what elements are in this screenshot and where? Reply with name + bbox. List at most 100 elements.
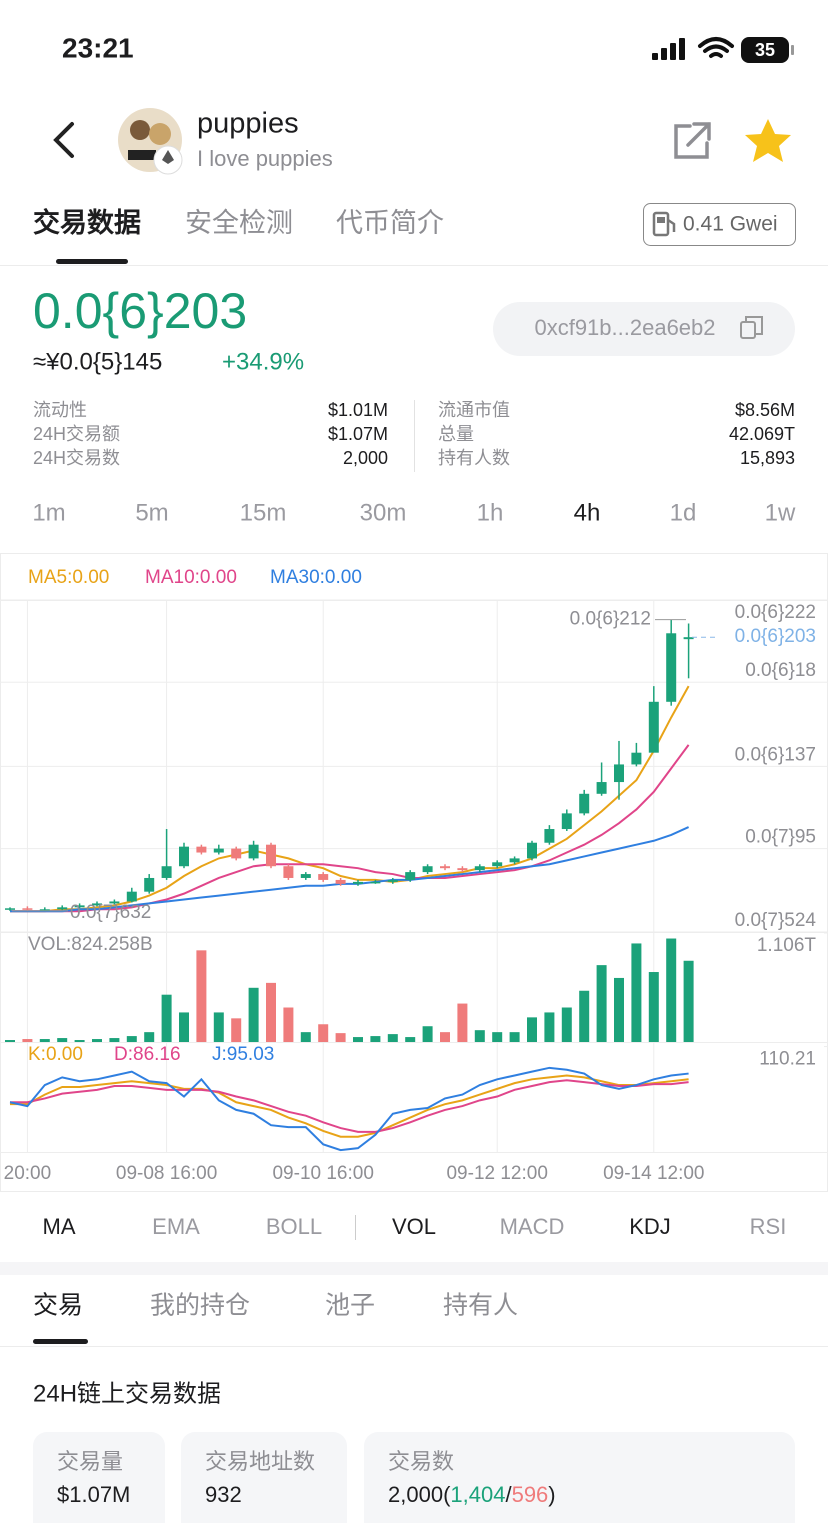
y-tick-label: 0.0{6}18 xyxy=(745,660,816,681)
interval-tab[interactable]: 4h xyxy=(574,499,601,526)
battery-level: 35 xyxy=(755,40,775,60)
candle-body xyxy=(213,848,224,853)
interval-tab[interactable]: 1w xyxy=(765,499,796,526)
stat-value: 2,000 xyxy=(343,448,388,468)
volume-bar xyxy=(161,994,172,1042)
volume-bar xyxy=(231,1018,242,1042)
candle-body xyxy=(5,908,15,910)
volume-bar xyxy=(179,1012,189,1042)
bottom-tab[interactable]: 交易 xyxy=(33,1292,83,1320)
volume-bar xyxy=(300,1032,311,1042)
indicator-tab[interactable]: KDJ xyxy=(629,1214,671,1239)
legend-entry: D:86.16 xyxy=(114,1044,181,1065)
card-value-part: 596 xyxy=(512,1482,549,1507)
interval-tab[interactable]: 1d xyxy=(670,499,697,526)
volume-bar xyxy=(318,1024,329,1042)
legend-entry: MA10:0.00 xyxy=(145,567,237,588)
favorite-star[interactable] xyxy=(745,119,791,162)
candle-body xyxy=(614,764,624,783)
volume-bar xyxy=(387,1034,398,1042)
candle-body xyxy=(231,848,242,859)
legend-entry: K:0.00 xyxy=(28,1044,83,1065)
status-icons xyxy=(652,37,794,63)
max-label: 0.0{6}212 xyxy=(570,609,651,630)
address-pill[interactable] xyxy=(493,302,795,356)
stat-label: 持有人数 xyxy=(438,448,510,468)
candle-body xyxy=(387,879,398,882)
top-tab[interactable]: 代币简介 xyxy=(336,208,444,238)
candle-body xyxy=(509,858,520,863)
indicator-tab[interactable]: MACD xyxy=(500,1214,565,1239)
card-value-part: 932 xyxy=(205,1482,242,1507)
x-tick-label: 09-14 12:00 xyxy=(603,1163,704,1184)
volume-bar xyxy=(422,1026,433,1042)
legend-entry: MA5:0.00 xyxy=(28,567,109,588)
candle-body xyxy=(579,793,590,814)
x-tick-label: 09-08 16:00 xyxy=(116,1163,217,1184)
volume-bar xyxy=(213,1012,224,1042)
candle-body xyxy=(92,903,102,906)
top-tab[interactable]: 交易数据 xyxy=(33,207,141,238)
gas-box[interactable] xyxy=(643,203,796,246)
x-tick-label: 09-12 12:00 xyxy=(446,1163,547,1184)
bottom-tab[interactable]: 池子 xyxy=(325,1292,375,1320)
candle-body xyxy=(648,701,659,753)
volume-bar xyxy=(335,1033,346,1042)
candle-body xyxy=(370,881,381,884)
volume-bar xyxy=(283,1007,294,1042)
stat-value: 42.069T xyxy=(729,424,795,444)
volume-bar xyxy=(579,990,590,1042)
candle-body xyxy=(144,877,155,892)
section-gap xyxy=(0,1262,828,1275)
interval-tab[interactable]: 1m xyxy=(32,499,65,526)
back-button[interactable] xyxy=(53,122,74,158)
bottom-tab[interactable]: 持有人 xyxy=(443,1292,518,1320)
stat-label: 24H交易额 xyxy=(33,424,120,444)
volume-bar xyxy=(126,1036,137,1042)
bottom-tab[interactable]: 我的持仓 xyxy=(150,1292,250,1320)
indicator-tab[interactable]: BOLL xyxy=(266,1214,322,1239)
status-time: 23:21 xyxy=(62,32,134,63)
y-tick-label: 0.0{6}222 xyxy=(735,602,816,623)
candle-body xyxy=(596,782,607,794)
indicator-tab[interactable]: VOL xyxy=(392,1214,436,1239)
legend-entry: MA30:0.00 xyxy=(270,567,362,588)
volume-bar xyxy=(509,1032,520,1042)
token-name: puppies xyxy=(197,108,299,140)
candle-body xyxy=(422,866,433,873)
interval-tab[interactable]: 5m xyxy=(135,499,168,526)
tab-indicator xyxy=(56,259,128,264)
indicator-tab[interactable]: RSI xyxy=(750,1214,787,1239)
volume-bar xyxy=(5,1040,15,1042)
candle-body xyxy=(283,866,294,878)
interval-tab[interactable]: 30m xyxy=(360,499,407,526)
card-value-part: $1.07M xyxy=(57,1482,130,1507)
volume-bar xyxy=(22,1039,33,1042)
candle-body xyxy=(179,846,189,867)
stat-value: $1.01M xyxy=(328,400,388,420)
candle-body xyxy=(57,907,68,910)
contract-address: 0xcf91b...2ea6eb2 xyxy=(534,315,715,340)
indicator-tab[interactable]: MA xyxy=(43,1214,76,1239)
top-tab[interactable]: 安全检测 xyxy=(185,208,293,238)
volume-bar xyxy=(92,1039,102,1042)
volume-bar xyxy=(248,987,259,1042)
candle-body xyxy=(440,866,450,869)
volume-bar xyxy=(614,977,624,1042)
share-button[interactable] xyxy=(674,122,711,159)
volume-bar xyxy=(144,1032,155,1042)
volume-bar xyxy=(492,1032,503,1042)
stat-value: $8.56M xyxy=(735,400,795,420)
interval-tab[interactable]: 1h xyxy=(477,499,504,526)
card-value-part: / xyxy=(505,1482,512,1507)
volume-bar xyxy=(596,965,607,1042)
copy-icon[interactable] xyxy=(740,316,763,339)
candle-body xyxy=(161,866,172,878)
indicator-tab[interactable]: EMA xyxy=(152,1214,200,1239)
price-change: +34.9% xyxy=(222,348,304,375)
price-cny: ≈¥0.0{5}145 xyxy=(33,348,162,375)
volume-bar xyxy=(196,950,207,1042)
interval-tab[interactable]: 15m xyxy=(240,499,287,526)
volume-bar xyxy=(39,1039,50,1042)
volume-bar xyxy=(457,1003,468,1042)
